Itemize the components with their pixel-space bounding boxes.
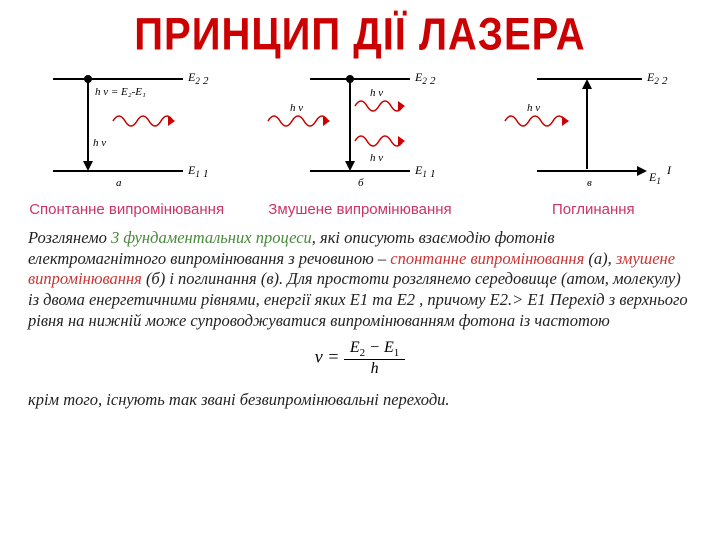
- body-text-1: Розглянемо: [28, 228, 111, 247]
- formula-lhs: ν =: [315, 347, 340, 367]
- svg-text:б: б: [358, 177, 364, 189]
- diagram-stimulated: h ν h ν h ν E2 2 E1 1 б: [260, 61, 460, 191]
- svg-text:h ν: h ν: [93, 137, 106, 149]
- svg-text:E2: E2: [646, 70, 659, 86]
- caption-absorption: Поглинання: [493, 201, 693, 218]
- svg-text:E2: E2: [414, 70, 427, 86]
- formula: ν = E2 − E1 h: [0, 339, 720, 378]
- svg-text:h ν: h ν: [527, 102, 540, 114]
- footer-text: крім того, існують так звані безвипромін…: [0, 386, 720, 410]
- body-paragraph: Розглянемо 3 фундаментальних процеси, як…: [0, 228, 720, 331]
- svg-text:1: 1: [430, 168, 436, 180]
- svg-text:E1: E1: [414, 163, 427, 179]
- formula-den: h: [344, 360, 405, 378]
- svg-text:E1: E1: [648, 170, 661, 186]
- svg-text:а: а: [116, 177, 122, 189]
- svg-text:E1: E1: [187, 163, 200, 179]
- caption-stimulated: Змушене випромінювання: [260, 201, 460, 218]
- caption-row: Спонтанне випромінювання Змушене випромі…: [0, 201, 720, 218]
- svg-text:h ν: h ν: [370, 152, 383, 164]
- svg-text:I: I: [666, 163, 672, 177]
- svg-text:в: в: [587, 177, 592, 189]
- diagram-absorption: h ν E2 2 E1 I в: [487, 61, 687, 191]
- page-title: ПРИНЦИП ДІЇ ЛАЗЕРА: [0, 0, 720, 65]
- svg-text:E2: E2: [187, 70, 200, 86]
- svg-text:h ν: h ν: [370, 87, 383, 99]
- svg-text:h ν: h ν: [290, 102, 303, 114]
- diagram-spontaneous: h ν h ν = E₂-E₁ E2 2 E1 1 а: [33, 61, 233, 191]
- caption-spontaneous: Спонтанне випромінювання: [27, 201, 227, 218]
- formula-e2: E: [350, 339, 360, 356]
- formula-sub1: 1: [394, 347, 400, 359]
- diagram-row: h ν h ν = E₂-E₁ E2 2 E1 1 а h ν: [0, 61, 720, 201]
- svg-text:2: 2: [430, 75, 436, 87]
- svg-text:2: 2: [203, 75, 209, 87]
- body-red-1: спонтанне випромінювання: [390, 249, 584, 268]
- svg-text:2: 2: [662, 75, 668, 87]
- svg-text:h ν = E₂-E₁: h ν = E₂-E₁: [95, 86, 146, 98]
- body-text-3: (а),: [584, 249, 616, 268]
- formula-e1: E: [384, 339, 394, 356]
- formula-minus: −: [365, 339, 384, 356]
- body-green-1: 3 фундаментальних процеси: [111, 228, 312, 247]
- svg-text:1: 1: [203, 168, 209, 180]
